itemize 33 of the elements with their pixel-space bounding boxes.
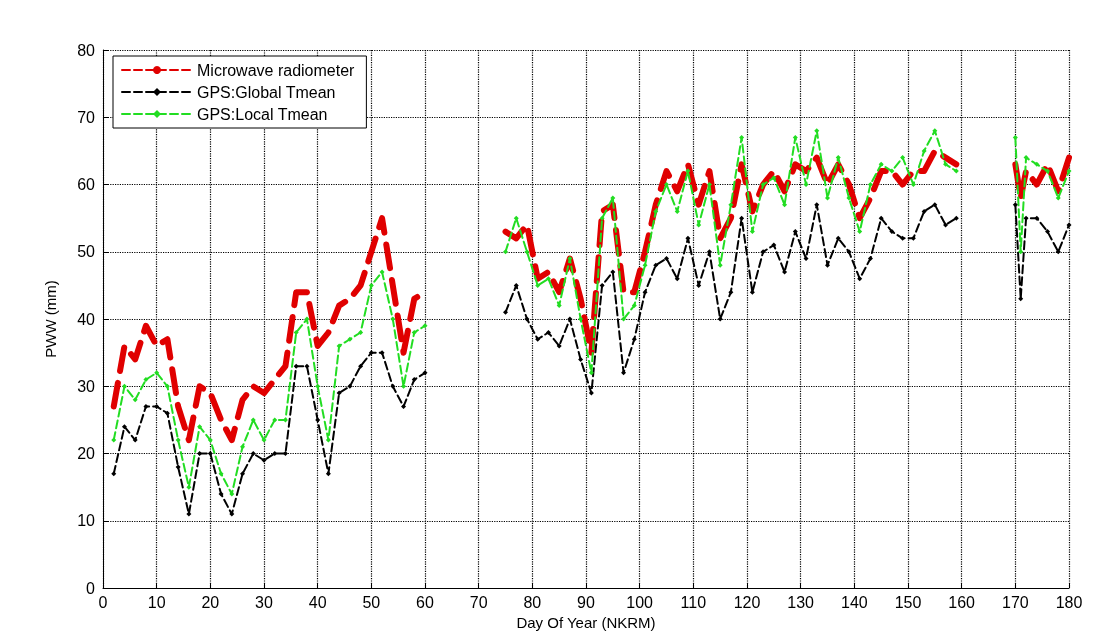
x-tick-label: 160 [948,593,976,611]
legend-label: GPS:Global Tmean [197,83,336,101]
y-tick-label: 50 [77,243,96,261]
legend-label: Microwave radiometer [197,61,356,79]
y-axis-title: PWW (mm) [42,280,59,358]
x-tick-label: 10 [147,593,166,611]
x-tick-label: 110 [680,593,707,611]
x-tick-label: 30 [255,593,273,611]
x-tick-label: 130 [787,593,815,611]
x-tick-label: 80 [523,593,542,611]
x-tick-label: 150 [894,593,922,611]
x-tick-label: 100 [626,593,654,611]
x-tick-label: 180 [1055,593,1083,611]
x-axis-title: Day Of Year (NKRM) [516,614,656,631]
x-tick-label: 50 [362,593,381,611]
y-tick-label: 20 [77,445,96,463]
x-tick-label: 120 [733,593,761,611]
x-tick-label: 40 [308,593,327,611]
y-tick-label: 30 [77,377,96,395]
y-tick-label: 40 [77,310,96,328]
y-tick-label: 0 [86,579,96,597]
x-tick-label: 0 [98,593,108,611]
x-tick-label: 170 [1001,593,1029,611]
x-tick-label: 90 [577,593,595,611]
y-tick-label: 80 [77,41,96,59]
x-tick-label: 140 [840,593,868,611]
x-tick-label: 20 [201,593,220,611]
y-tick-label: 70 [77,108,96,126]
y-tick-label: 60 [77,176,96,194]
y-tick-label: 10 [77,512,96,530]
x-tick-label: 70 [469,593,488,611]
x-tick-label: 60 [416,593,434,611]
legend-label: GPS:Local Tmean [197,105,328,123]
